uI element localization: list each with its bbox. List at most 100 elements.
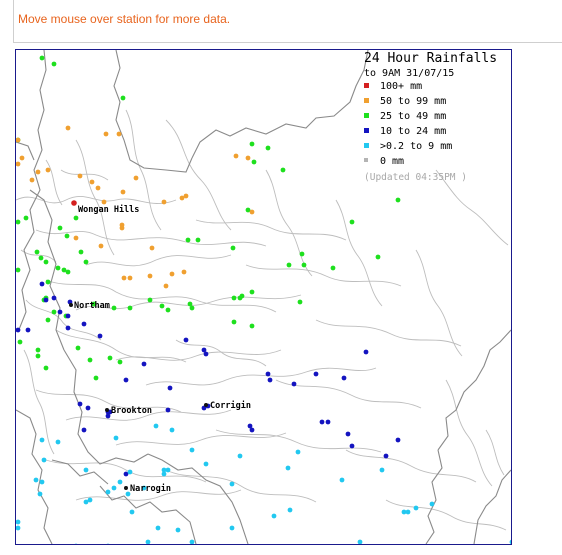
station-marker[interactable]	[267, 377, 273, 383]
station-marker[interactable]	[73, 215, 79, 221]
station-marker[interactable]	[91, 301, 97, 307]
station-marker[interactable]	[78, 249, 84, 255]
station-marker[interactable]	[413, 505, 419, 511]
station-marker[interactable]	[141, 485, 147, 491]
station-marker[interactable]	[345, 431, 351, 437]
station-marker[interactable]	[203, 461, 209, 467]
station-marker[interactable]	[313, 371, 319, 377]
station-marker[interactable]	[161, 471, 167, 477]
station-marker[interactable]	[101, 199, 107, 205]
station-marker[interactable]	[291, 381, 297, 387]
station-marker[interactable]	[271, 513, 277, 519]
station-marker[interactable]	[105, 489, 111, 495]
station-marker[interactable]	[163, 283, 169, 289]
station-marker[interactable]	[375, 254, 381, 260]
station-marker[interactable]	[55, 439, 61, 445]
station-marker[interactable]	[249, 323, 255, 329]
station-marker[interactable]	[41, 457, 47, 463]
station-marker[interactable]	[189, 305, 195, 311]
station-marker[interactable]	[349, 443, 355, 449]
station-marker[interactable]	[51, 309, 57, 315]
station-marker[interactable]	[169, 271, 175, 277]
station-marker[interactable]	[297, 299, 303, 305]
station-marker[interactable]	[319, 419, 325, 425]
station-marker[interactable]	[17, 339, 23, 345]
station-marker[interactable]	[29, 177, 35, 183]
station-marker[interactable]	[429, 501, 435, 507]
station-marker[interactable]	[16, 525, 21, 531]
station-marker[interactable]	[16, 219, 21, 225]
station-marker[interactable]	[98, 243, 104, 249]
station-marker[interactable]	[16, 161, 21, 167]
station-marker[interactable]	[113, 435, 119, 441]
station-marker[interactable]	[179, 195, 185, 201]
station-marker[interactable]	[265, 371, 271, 377]
station-marker[interactable]	[83, 499, 89, 505]
station-marker[interactable]	[141, 361, 147, 367]
station-marker[interactable]	[245, 207, 251, 213]
station-marker[interactable]	[395, 197, 401, 203]
station-marker[interactable]	[349, 219, 355, 225]
station-marker[interactable]	[145, 539, 151, 544]
station-marker[interactable]	[103, 131, 109, 137]
station-marker[interactable]	[37, 491, 43, 497]
station-marker[interactable]	[16, 327, 21, 333]
station-marker[interactable]	[401, 509, 407, 515]
station-marker[interactable]	[123, 471, 129, 477]
station-marker[interactable]	[231, 295, 237, 301]
station-marker[interactable]	[237, 295, 243, 301]
station-marker[interactable]	[245, 155, 251, 161]
map-canvas[interactable]: Wongan Hills Northam Brookton Corrigin Narro…	[16, 50, 511, 544]
station-marker[interactable]	[51, 295, 57, 301]
station-marker[interactable]	[237, 453, 243, 459]
station-marker[interactable]	[147, 297, 153, 303]
station-marker[interactable]	[119, 225, 125, 231]
station-marker[interactable]	[251, 159, 257, 165]
station-marker[interactable]	[341, 375, 347, 381]
station-marker[interactable]	[105, 413, 111, 419]
station-marker[interactable]	[169, 427, 175, 433]
station-marker[interactable]	[299, 251, 305, 257]
station-marker[interactable]	[33, 477, 39, 483]
station-marker[interactable]	[107, 355, 113, 361]
station-marker[interactable]	[43, 259, 49, 265]
station-marker[interactable]	[330, 265, 336, 271]
station-marker[interactable]	[249, 141, 255, 147]
station-marker[interactable]	[325, 419, 331, 425]
station-marker[interactable]	[265, 145, 271, 151]
rainfall-map[interactable]: Wongan Hills Northam Brookton Corrigin Narro…	[15, 49, 512, 545]
station-marker[interactable]	[339, 477, 345, 483]
station-marker[interactable]	[93, 375, 99, 381]
station-marker[interactable]	[64, 233, 70, 239]
station-marker[interactable]	[165, 307, 171, 313]
station-marker[interactable]	[16, 267, 21, 273]
station-marker[interactable]	[65, 313, 71, 319]
station-marker[interactable]	[120, 95, 126, 101]
station-marker[interactable]	[89, 179, 95, 185]
station-marker[interactable]	[16, 519, 21, 525]
station-marker[interactable]	[123, 377, 129, 383]
station-marker[interactable]	[231, 319, 237, 325]
station-marker[interactable]	[230, 245, 236, 251]
station-marker[interactable]	[75, 345, 81, 351]
station-marker[interactable]	[120, 189, 126, 195]
station-marker[interactable]	[201, 347, 207, 353]
station-marker[interactable]	[65, 325, 71, 331]
station-marker[interactable]	[249, 209, 255, 215]
station-marker[interactable]	[183, 337, 189, 343]
station-marker[interactable]	[117, 479, 123, 485]
station-marker[interactable]	[83, 259, 89, 265]
station-marker[interactable]	[285, 465, 291, 471]
station-marker[interactable]	[51, 61, 57, 67]
station-marker[interactable]	[249, 289, 255, 295]
station-marker[interactable]	[38, 255, 44, 261]
station-marker[interactable]	[35, 347, 41, 353]
station-marker[interactable]	[57, 225, 63, 231]
station-marker[interactable]	[363, 349, 369, 355]
station-marker[interactable]	[167, 385, 173, 391]
station-marker[interactable]	[25, 327, 31, 333]
station-marker[interactable]	[55, 265, 61, 271]
station-marker[interactable]	[61, 267, 67, 273]
station-marker[interactable]	[111, 305, 117, 311]
station-marker[interactable]	[35, 353, 41, 359]
